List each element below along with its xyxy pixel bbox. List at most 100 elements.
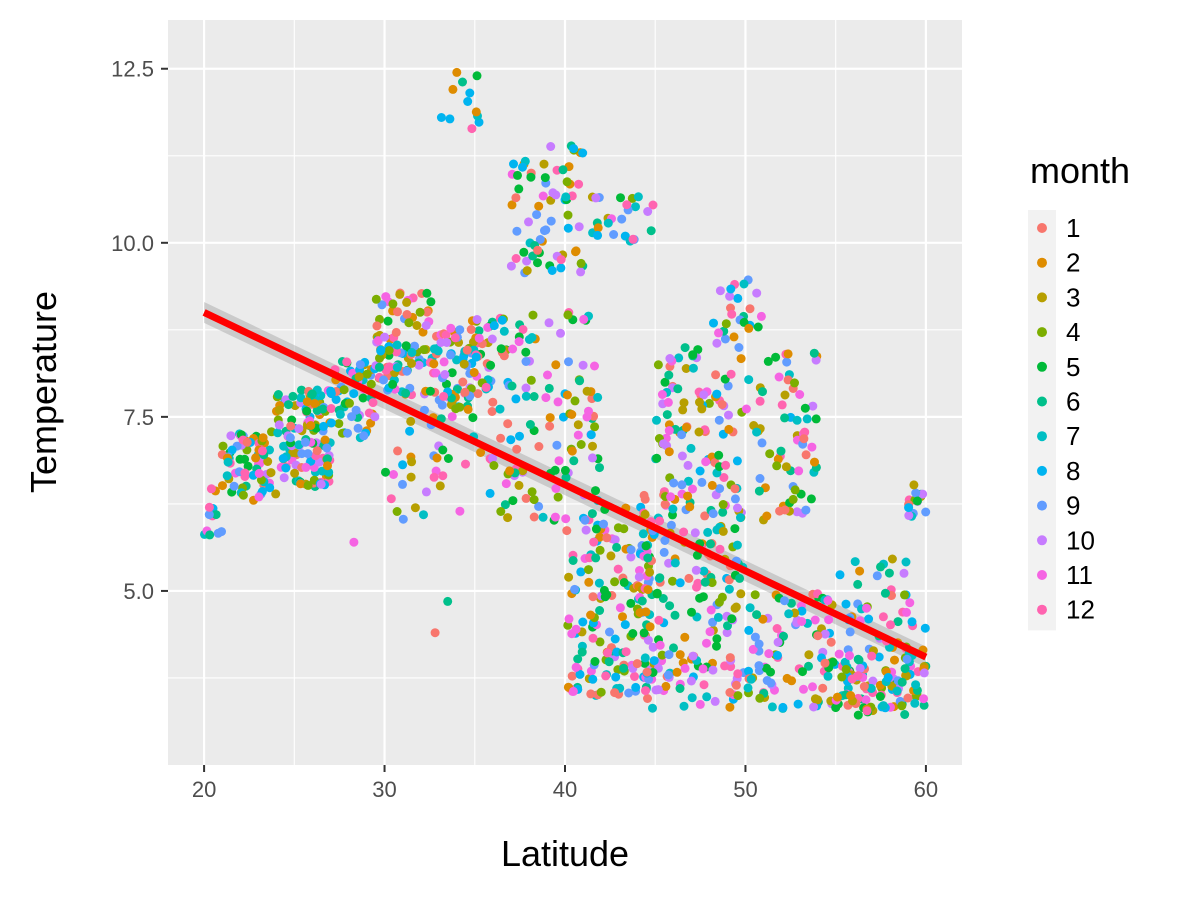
data-point [878, 701, 888, 711]
data-point [910, 698, 920, 708]
legend-title: month [1030, 150, 1130, 191]
data-point [790, 378, 799, 388]
data-point [744, 625, 754, 635]
data-point [218, 481, 227, 491]
data-point [415, 307, 425, 317]
data-point [715, 286, 725, 296]
data-point [708, 665, 718, 675]
data-point [393, 307, 402, 317]
data-point [474, 326, 484, 336]
data-point [496, 433, 506, 443]
data-point [658, 594, 668, 603]
data-point [379, 375, 388, 385]
data-point [648, 642, 658, 652]
data-point [576, 440, 586, 449]
data-point [401, 341, 411, 351]
data-point [503, 513, 513, 523]
data-point [736, 513, 745, 523]
data-point [662, 410, 672, 420]
data-point [285, 433, 295, 443]
data-point [664, 650, 674, 660]
data-point [310, 399, 320, 408]
data-point [574, 179, 584, 189]
data-point [404, 318, 414, 328]
data-point [686, 443, 696, 453]
data-point [727, 309, 737, 319]
data-point [772, 461, 782, 471]
data-point [273, 390, 283, 399]
data-point [465, 88, 475, 98]
data-point [695, 397, 704, 407]
data-point [589, 537, 599, 547]
legend-key-dot [1037, 500, 1047, 511]
data-point [638, 529, 648, 539]
data-point [425, 386, 435, 396]
data-point [238, 490, 248, 500]
data-point [588, 633, 598, 643]
data-point [626, 552, 636, 562]
data-point [571, 247, 580, 257]
data-point [615, 603, 625, 613]
data-point [469, 368, 479, 377]
data-point [699, 566, 709, 576]
data-point [919, 700, 929, 710]
data-point [680, 343, 690, 353]
data-point [381, 467, 390, 477]
data-point [705, 627, 715, 637]
data-point [443, 596, 453, 606]
data-point [732, 540, 742, 550]
data-point [752, 610, 762, 620]
data-point [755, 474, 765, 483]
data-point [721, 460, 731, 470]
data-point [420, 405, 429, 415]
data-point [665, 601, 675, 611]
data-point [499, 326, 509, 336]
data-point [334, 419, 344, 429]
legend-label: 6 [1066, 387, 1080, 417]
data-point [846, 691, 856, 700]
data-point [451, 404, 461, 414]
data-point [639, 628, 649, 638]
data-point [392, 347, 401, 357]
data-point [714, 597, 724, 607]
data-point [370, 412, 380, 422]
data-point [664, 426, 674, 436]
data-point [588, 674, 598, 684]
data-point [809, 348, 819, 358]
data-point [567, 671, 577, 681]
data-point [582, 386, 592, 396]
data-point [687, 607, 696, 617]
data-point [395, 289, 405, 299]
data-point [714, 450, 724, 460]
data-point [893, 617, 903, 627]
data-point [853, 579, 863, 589]
data-point [643, 207, 653, 216]
data-point [721, 319, 731, 329]
legend-key-dot [1037, 570, 1047, 580]
data-point [616, 193, 625, 203]
data-point [712, 338, 722, 348]
data-point [351, 405, 361, 415]
data-point [223, 457, 233, 467]
data-point [569, 456, 579, 466]
data-point [392, 363, 402, 372]
data-point [800, 427, 810, 437]
data-point [353, 423, 363, 433]
data-point [754, 639, 764, 649]
data-point [550, 512, 560, 522]
data-point [619, 663, 629, 673]
legend-key-dot [1037, 604, 1047, 615]
data-point [586, 430, 596, 440]
data-point [911, 488, 921, 498]
data-point [524, 217, 533, 227]
data-point [515, 431, 524, 441]
data-point [663, 397, 673, 407]
data-point [633, 192, 643, 202]
data-point [648, 200, 658, 210]
data-point [726, 369, 736, 379]
data-point [610, 535, 620, 545]
data-point [573, 430, 583, 440]
data-point [679, 398, 689, 408]
data-point [590, 422, 600, 432]
data-point [319, 421, 328, 431]
